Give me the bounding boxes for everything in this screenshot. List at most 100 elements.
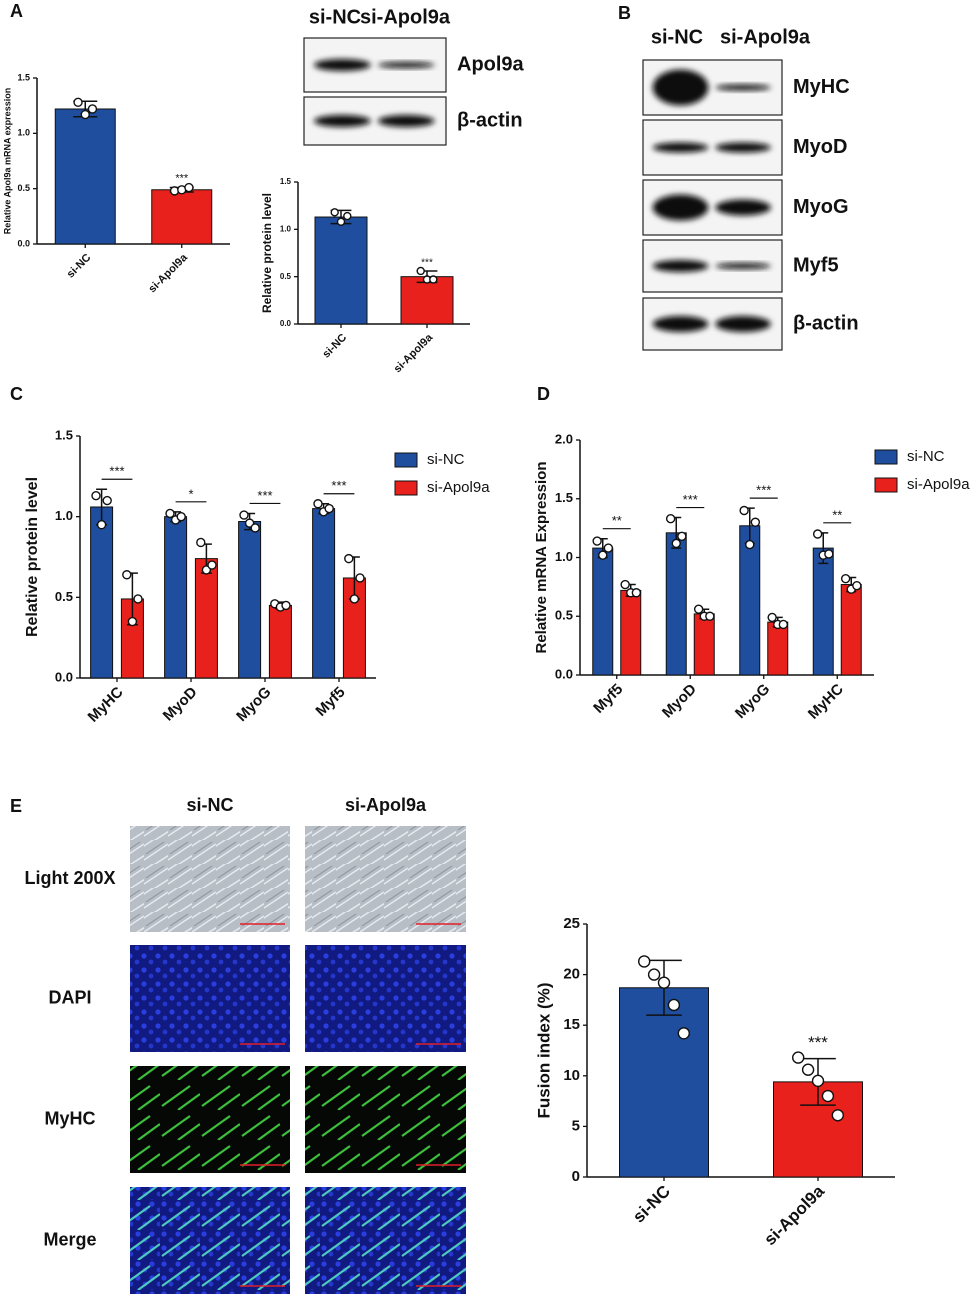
blot-column-label: si-Apol9a [720, 26, 811, 48]
data-point [344, 553, 354, 564]
y-tick-label: 1.5 [17, 72, 30, 82]
data-point [778, 619, 789, 630]
data-point [184, 182, 194, 193]
significance: *** [683, 492, 698, 507]
blot-band [652, 260, 709, 272]
y-tick-label: 0.0 [280, 319, 292, 328]
blot-band [715, 316, 771, 332]
data-point [745, 539, 755, 550]
panel-label: E [10, 796, 22, 816]
blot-band [652, 69, 709, 106]
blot-band [715, 142, 771, 153]
bar [90, 506, 114, 679]
y-tick-label: 0.5 [17, 183, 30, 193]
y-tick-label: 0.0 [555, 666, 573, 681]
bar [194, 558, 218, 679]
data-point [87, 104, 98, 114]
y-tick-label: 10 [563, 1067, 580, 1084]
legend-label: si-Apol9a [427, 479, 490, 496]
data-point [324, 503, 334, 514]
x-tick-label: MyHC [805, 681, 847, 723]
data-point [165, 508, 175, 519]
legend-swatch [874, 449, 898, 465]
bar [54, 108, 116, 245]
data-point [824, 549, 834, 559]
legend-swatch [394, 480, 418, 496]
x-tick-label: MyoG [233, 684, 274, 725]
bar [238, 521, 262, 679]
data-point [677, 531, 687, 542]
bar [268, 604, 292, 679]
blot-band [715, 199, 771, 216]
bar [314, 216, 368, 325]
bar [400, 276, 454, 325]
blot-band [652, 316, 709, 332]
legend-label: si-NC [427, 451, 465, 468]
data-point [693, 604, 704, 614]
x-tick-label: si-Apol9a [392, 331, 436, 375]
data-point [343, 211, 352, 221]
data-point [603, 543, 614, 553]
micrograph [130, 1066, 290, 1173]
data-point [598, 550, 608, 560]
data-point [349, 594, 360, 604]
bar [619, 987, 709, 1178]
legend-label: si-NC [907, 448, 945, 465]
y-tick-label: 1.0 [55, 508, 73, 523]
micrograph [305, 1066, 466, 1173]
y-axis-label: Relative protein level [260, 193, 274, 313]
significance: *** [331, 478, 346, 493]
blot-column-label: si-Apol9a [360, 6, 451, 28]
blot-row-label: β-actin [457, 109, 523, 131]
y-tick-label: 0.5 [555, 608, 573, 623]
legend-swatch [874, 477, 898, 493]
y-tick-label: 25 [563, 915, 580, 932]
bar [592, 547, 614, 676]
blot-column-label: si-NC [309, 6, 361, 28]
bar [812, 547, 834, 676]
panel-label: A [10, 1, 23, 21]
y-tick-label: 1.0 [555, 549, 573, 564]
x-tick-label: MyHC [85, 684, 127, 726]
data-point [671, 538, 681, 549]
data-point [592, 536, 602, 546]
y-tick-label: 2.0 [555, 431, 573, 446]
blot-row-label: MyoD [793, 136, 847, 158]
data-point [91, 490, 101, 501]
legend-swatch [394, 452, 418, 468]
y-tick-label: 15 [563, 1016, 580, 1033]
blot-band [377, 62, 435, 68]
data-point [133, 594, 143, 604]
data-point [239, 510, 249, 520]
blot-band [652, 142, 709, 153]
y-axis-label: Relative mRNA Expression [533, 461, 550, 653]
bar [620, 589, 642, 676]
data-point [657, 976, 671, 989]
data-point [677, 1027, 690, 1040]
significance: *** [421, 258, 433, 269]
legend-label: si-Apol9a [907, 476, 970, 493]
y-tick-label: 1.5 [555, 490, 573, 505]
y-tick-label: 0.5 [55, 589, 73, 604]
bar [312, 508, 336, 679]
data-point [631, 588, 642, 598]
blot-row-label: β-actin [793, 312, 859, 334]
data-point [792, 1051, 805, 1064]
image-column-label: si-NC [186, 795, 233, 815]
image-column-label: si-Apol9a [345, 795, 427, 815]
image-row-label: Light 200X [24, 868, 115, 888]
data-point [196, 537, 206, 548]
data-point [705, 611, 715, 621]
bar [151, 189, 213, 245]
data-point [127, 616, 138, 627]
y-tick-label: 20 [563, 966, 580, 983]
panel-label: D [537, 384, 550, 404]
bar [164, 516, 188, 679]
data-point [73, 97, 83, 108]
data-point [250, 523, 260, 533]
data-point [638, 955, 651, 968]
blot-band [715, 84, 771, 91]
data-point [811, 1074, 825, 1088]
data-point [821, 1089, 835, 1103]
data-point [767, 612, 777, 623]
